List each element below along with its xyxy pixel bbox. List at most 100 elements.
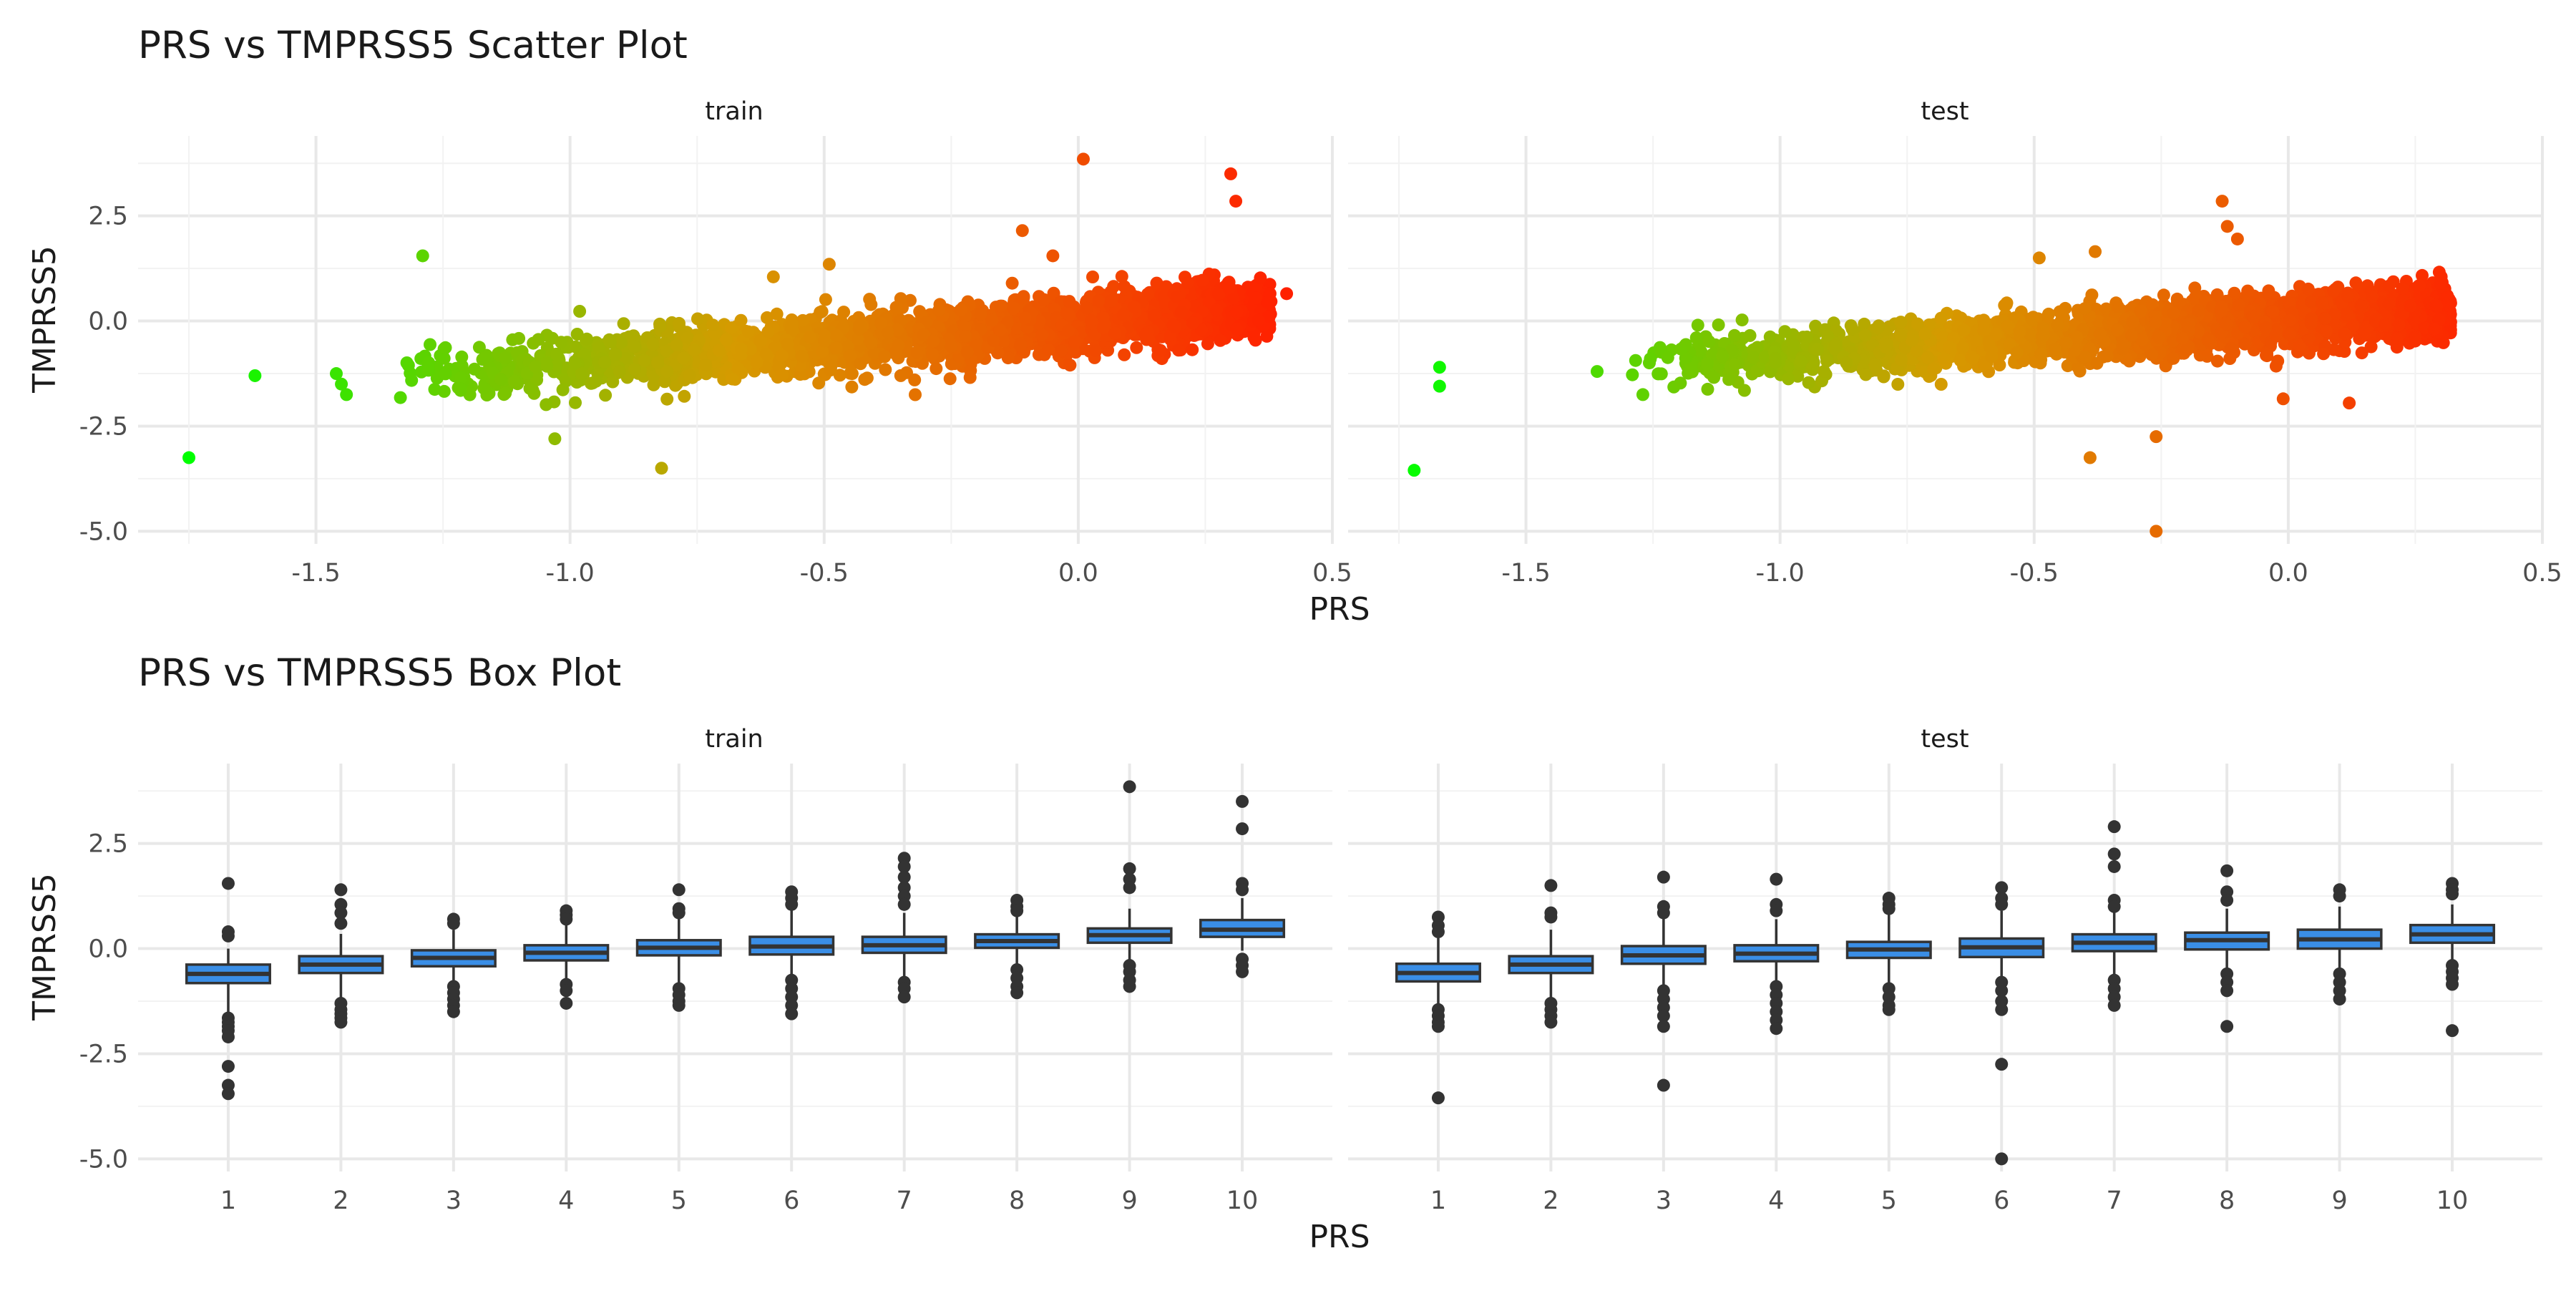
scatter-point [1262,296,1274,309]
scatter-point [540,398,552,411]
scatter-point [735,343,748,356]
x-tick-label: -1.5 [291,559,340,588]
scatter-point [720,333,733,346]
scatter-point [1186,344,1199,356]
scatter-point [1080,302,1093,315]
scatter-point [1260,330,1273,343]
scatter-point [1716,350,1729,363]
scatter-chart-title: PRS vs TMPRSS5 Scatter Plot [138,24,688,67]
scatter-point [604,336,617,349]
scatter-point [653,320,666,333]
scatter-point [439,367,452,380]
scatter-point [819,293,832,306]
y-tick-label: 2.5 [88,203,128,231]
scatter-point [1169,321,1181,333]
scatter-point [660,365,673,378]
scatter-point [959,330,972,343]
scatter-facet-label-test: test [1921,97,1968,126]
scatter-point [477,382,490,395]
scatter-point [599,389,612,401]
scatter-point [1692,318,1704,331]
scatter-point [699,359,712,372]
scatter-point [1181,276,1194,289]
scatter-point [964,371,977,384]
scatter-point [1736,313,1749,326]
scatter-point [569,396,582,409]
scatter-point [580,333,593,346]
scatter-point [638,354,651,367]
x-tick-label: -1.5 [1501,559,1550,588]
x-tick-label: 0.0 [2268,559,2308,588]
scatter-point [945,340,957,353]
scatter-point [1764,331,1777,344]
scatter-point [781,338,794,351]
scatter-point [660,393,673,406]
scatter-point [706,318,719,331]
scatter-x-axis-label: PRS [1309,591,1370,628]
scatter-point [908,374,921,386]
scatter-point [930,362,942,375]
scatter-point [670,339,683,352]
scatter-point [726,373,739,386]
scatter-point [1063,295,1075,308]
scatter-point [1104,295,1117,308]
scatter-point [499,386,512,399]
scatter-point [524,382,537,395]
scatter-point [494,373,507,386]
scatter-point [861,371,874,384]
scatter-point [1927,362,1940,375]
scatter-point [944,372,957,385]
scatter-point [532,333,545,346]
scatter-point [1707,371,1720,384]
scatter-point [818,334,831,347]
scatter-point [1109,327,1122,340]
scatter-point [540,360,553,373]
scatter-point [874,317,887,330]
scatter-point [890,301,903,313]
scatter-point [512,332,525,345]
scatter-point [909,389,922,401]
scatter-point [1878,371,1890,384]
scatter-point [1086,271,1099,283]
scatter-point [751,356,763,369]
x-tick-label: -0.5 [2010,559,2059,588]
x-tick-label: 0.5 [2522,559,2562,588]
scatter-point [2202,333,2215,346]
scatter-point [1118,280,1131,293]
scatter-point [424,338,436,351]
scatter-point [767,271,780,283]
scatter-point [555,336,567,349]
scatter-point [1019,311,1032,324]
scatter-point [889,346,902,359]
scatter-point [1935,312,1948,325]
scatter-point [1042,344,1055,356]
scatter-point [1046,249,1059,262]
scatter-point [830,341,843,354]
scatter-point [1006,277,1019,290]
scatter-point [812,376,825,389]
scatter-point [771,308,784,321]
scatter-point [776,349,789,362]
scatter-point [1014,338,1027,351]
scatter-point [735,314,748,327]
scatter-point [1802,376,1815,389]
scatter-point [1249,291,1262,304]
scatter-point [1778,325,1791,338]
scatter-point [742,326,755,338]
scatter-point [628,340,640,353]
x-tick-label: -0.5 [800,559,849,588]
scatter-point [853,323,866,336]
scatter-point [1085,314,1098,327]
scatter-point [647,338,660,351]
scatter-point [2356,346,2368,359]
scatter-point [598,356,611,369]
scatter-point [422,356,435,369]
scatter-point [2001,296,2014,309]
scatter-point [910,346,923,359]
scatter-point [1062,324,1075,337]
scatter-point [1782,372,1795,385]
scatter-point [864,336,877,349]
scatter-point [401,356,414,369]
scatter-point [846,367,859,380]
scatter-point [2157,288,2170,301]
